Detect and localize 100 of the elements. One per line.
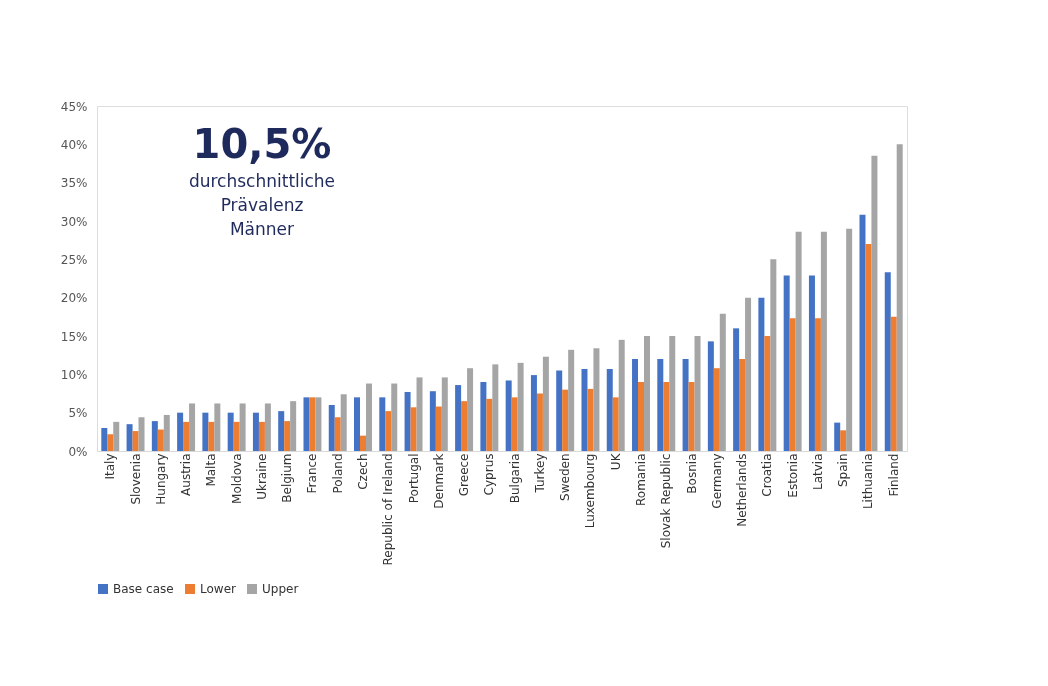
- bar: [758, 297, 765, 451]
- bar: [783, 275, 790, 451]
- bar: [410, 407, 417, 451]
- bar: [309, 397, 316, 451]
- bar: [814, 318, 821, 451]
- x-tick-label: Portugal: [406, 453, 421, 504]
- bar: [101, 428, 108, 451]
- bar: [511, 397, 518, 451]
- bar: [157, 429, 164, 451]
- bar: [682, 359, 689, 451]
- bar: [239, 403, 246, 451]
- bar: [587, 388, 594, 451]
- bar: [745, 297, 752, 451]
- y-tick-label: 10%: [60, 367, 88, 382]
- x-tick-label: Estonia: [785, 453, 800, 498]
- bar: [694, 336, 701, 451]
- x-tick-label: Bulgaria: [507, 453, 522, 504]
- y-tick-label: 35%: [60, 176, 88, 191]
- bar: [132, 431, 139, 451]
- bar: [618, 339, 625, 451]
- bar: [733, 328, 740, 451]
- bar: [163, 414, 170, 451]
- x-tick-label: Greece: [457, 453, 472, 497]
- bar: [808, 275, 815, 451]
- bar: [657, 359, 664, 451]
- bar: [126, 424, 133, 451]
- x-tick-label: Turkey: [532, 453, 547, 494]
- bar: [107, 434, 114, 451]
- x-tick-label: Bosnia: [684, 453, 699, 494]
- bar: [632, 359, 639, 451]
- bar: [202, 412, 209, 451]
- x-tick-label: Czech: [356, 453, 370, 490]
- bar: [461, 401, 468, 451]
- legend-label: Base case: [113, 582, 174, 596]
- bar: [530, 375, 537, 451]
- bar: [770, 259, 777, 451]
- bar: [542, 356, 549, 451]
- y-tick-label: 15%: [60, 329, 88, 344]
- bar: [354, 397, 361, 451]
- x-tick-label: Hungary: [153, 453, 168, 505]
- bar: [492, 364, 499, 451]
- bar: [385, 411, 392, 451]
- bar: [606, 368, 613, 451]
- bar: [360, 435, 366, 451]
- bar: [365, 383, 372, 451]
- annotation: 10,5%: [192, 121, 332, 167]
- bar: [638, 382, 644, 451]
- bar: [795, 231, 802, 451]
- bar: [517, 362, 524, 451]
- bar: [688, 382, 695, 451]
- x-tick-label: Luxembourg: [583, 453, 598, 529]
- bar: [593, 348, 600, 451]
- x-tick-label: Cyprus: [482, 453, 497, 496]
- bar: [315, 397, 322, 451]
- bar: [568, 349, 575, 451]
- bar: [441, 377, 448, 451]
- x-tick-label: Malta: [204, 453, 219, 487]
- x-tick-label: Netherlands: [735, 453, 750, 527]
- bar: [113, 421, 120, 451]
- bar: [884, 272, 891, 451]
- y-tick-label: 5%: [68, 406, 88, 421]
- x-tick-label: Croatia: [760, 453, 775, 497]
- x-tick-label: Austria: [179, 453, 194, 496]
- bar: [284, 421, 291, 451]
- x-tick-label: UK: [608, 452, 623, 471]
- bar: [890, 316, 897, 451]
- bar: [252, 412, 259, 451]
- x-tick-label: Lithuania: [861, 453, 876, 510]
- x-tick-label: Finland: [886, 453, 901, 497]
- bar: [455, 385, 462, 451]
- x-tick-label: Ukraine: [254, 453, 269, 500]
- bar: [840, 430, 847, 451]
- bar: [467, 368, 474, 451]
- bar: [707, 341, 714, 451]
- bar: [820, 231, 827, 451]
- annotation: durchschnittliche Prävalenz Männer: [188, 171, 336, 239]
- bar: [328, 405, 335, 451]
- bar: [303, 397, 310, 451]
- bar: [177, 412, 184, 451]
- x-tick-label: Belgium: [280, 453, 295, 503]
- bar: [429, 391, 436, 451]
- x-tick-label: Slovenia: [128, 453, 143, 505]
- x-tick-label: Republic of Ireland: [381, 453, 396, 566]
- bar: [278, 411, 285, 451]
- x-tick-label: Slovak Republic: [659, 453, 674, 549]
- x-tick-label: Denmark: [431, 453, 446, 509]
- bar: [340, 394, 347, 451]
- bar: [416, 377, 423, 451]
- y-tick-label: 0%: [68, 444, 88, 459]
- bar: [404, 391, 411, 451]
- bar: [719, 313, 726, 451]
- bar: [871, 155, 878, 451]
- bar: [258, 421, 265, 451]
- bar: [505, 380, 512, 451]
- bar: [713, 368, 720, 451]
- x-tick-label: Germany: [709, 453, 724, 509]
- bar: [189, 403, 196, 451]
- legend-label: Lower: [200, 582, 237, 596]
- bar: [846, 228, 853, 451]
- bar: [290, 401, 297, 451]
